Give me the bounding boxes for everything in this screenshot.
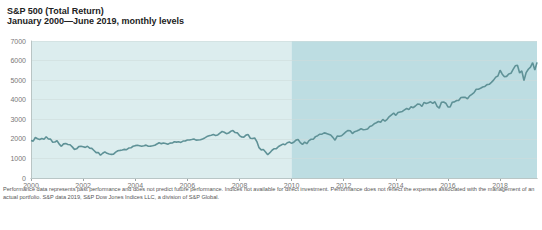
- svg-text:S&P 500 (Total Return): S&P 500 (Total Return): [7, 6, 104, 16]
- svg-text:4000: 4000: [10, 96, 26, 103]
- svg-text:2016: 2016: [440, 182, 456, 189]
- svg-text:January 2000—June 2019, monthl: January 2000—June 2019, monthly levels: [7, 16, 184, 26]
- svg-text:2014: 2014: [388, 182, 404, 189]
- svg-text:2006: 2006: [180, 182, 196, 189]
- svg-text:2000: 2000: [23, 182, 39, 189]
- svg-text:Performance data represents pa: Performance data represents past perform…: [3, 186, 536, 192]
- svg-text:3000: 3000: [10, 116, 26, 123]
- svg-text:6000: 6000: [10, 57, 26, 64]
- svg-text:2004: 2004: [127, 182, 143, 189]
- svg-text:2012: 2012: [336, 182, 352, 189]
- svg-text:2008: 2008: [232, 182, 248, 189]
- svg-text:0: 0: [22, 175, 26, 182]
- svg-text:actual portfolio. S&P data 201: actual portfolio. S&P data 2019, S&P Dow…: [3, 194, 220, 200]
- svg-text:5000: 5000: [10, 77, 26, 84]
- svg-text:7000: 7000: [10, 38, 26, 45]
- svg-text:2018: 2018: [492, 182, 508, 189]
- svg-text:2002: 2002: [75, 182, 91, 189]
- svg-text:1000: 1000: [10, 155, 26, 162]
- svg-text:2010: 2010: [284, 182, 300, 189]
- svg-text:2000: 2000: [10, 135, 26, 142]
